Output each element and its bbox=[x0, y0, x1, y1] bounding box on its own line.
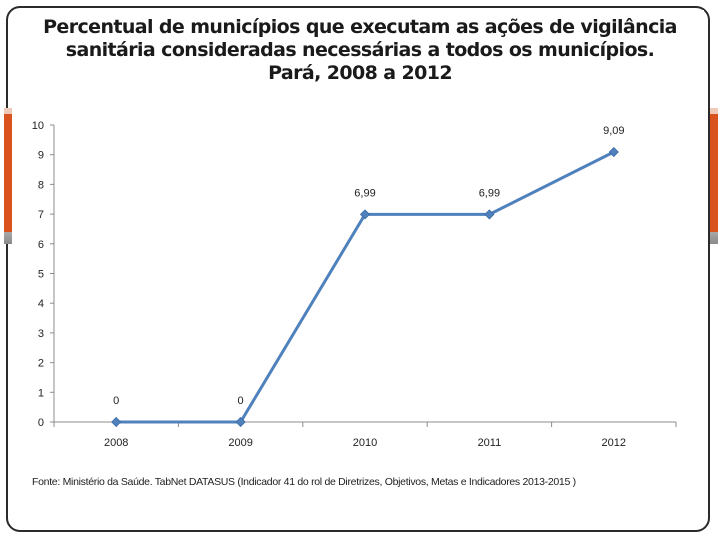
data-point-marker bbox=[484, 209, 495, 220]
y-tick-label: 5 bbox=[38, 269, 44, 281]
data-label: 0 bbox=[113, 395, 119, 407]
line-chart: 0 1 2 3 4 5 6 7 8 9 10 2008 2009 2010 2011 2012 0 0 6,99 6,… bbox=[32, 120, 677, 449]
data-point-marker bbox=[608, 146, 619, 158]
right-accent-bar bbox=[710, 108, 718, 244]
y-tick-label: 4 bbox=[38, 298, 44, 310]
data-point-marker bbox=[235, 416, 246, 428]
y-tick-label: 1 bbox=[38, 387, 44, 399]
y-tick-label: 9 bbox=[38, 150, 44, 162]
x-tick-label: 2009 bbox=[228, 437, 252, 449]
chart-title-line-1: Percentual de municípios que executam as… bbox=[43, 16, 677, 38]
x-tick-label: 2010 bbox=[353, 437, 377, 449]
y-tick-label: 7 bbox=[38, 209, 44, 221]
data-label: 0 bbox=[238, 395, 244, 407]
data-point-marker bbox=[111, 416, 122, 428]
data-label: 6,99 bbox=[479, 187, 500, 199]
chart-title: Percentual de municípios que executam as… bbox=[16, 16, 704, 85]
y-tick-label: 3 bbox=[38, 328, 44, 340]
x-tick-label: 2011 bbox=[478, 437, 502, 449]
chart-title-line-3: Pará, 2008 a 2012 bbox=[268, 62, 452, 84]
x-tick-label: 2012 bbox=[602, 437, 626, 449]
y-tick-label: 8 bbox=[38, 179, 44, 191]
x-tick-label: 2008 bbox=[104, 437, 128, 449]
y-tick-label: 6 bbox=[38, 239, 44, 251]
y-tick-label: 0 bbox=[38, 417, 44, 429]
chart-title-line-2: sanitária consideradas necessárias a tod… bbox=[65, 39, 655, 61]
left-accent-bar bbox=[4, 108, 12, 244]
y-tick-label: 2 bbox=[38, 358, 44, 370]
data-point-marker bbox=[359, 209, 371, 220]
data-label: 6,99 bbox=[354, 187, 375, 199]
source-note: Fonte: Ministério da Saúde. TabNet DATAS… bbox=[32, 476, 576, 488]
chart-panel: Percentual de municípios que executam as… bbox=[16, 10, 704, 522]
data-label: 9,09 bbox=[603, 125, 624, 137]
y-tick-label: 10 bbox=[32, 120, 44, 132]
